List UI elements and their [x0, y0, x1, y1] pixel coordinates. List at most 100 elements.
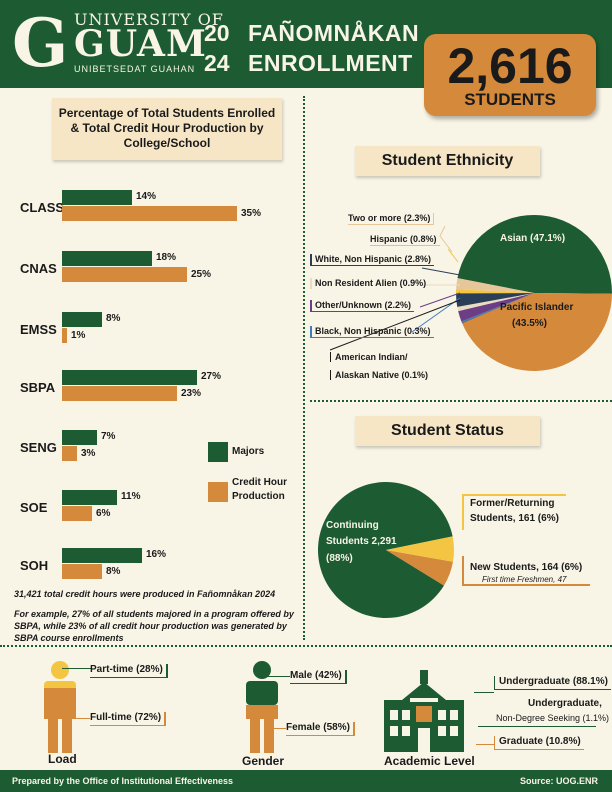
status-label-former-1: Former/Returning — [470, 498, 555, 509]
male-leader — [264, 676, 290, 677]
value-label-majors-emss: 8% — [106, 313, 121, 324]
university-logo: G — [12, 4, 69, 82]
ethnicity-title: Student Ethnicity — [355, 146, 540, 176]
leader-black — [411, 297, 461, 333]
person-gender-icon — [246, 661, 278, 753]
ethnicity-slice-0 — [457, 214, 612, 294]
graduate-label: Graduate (10.8%) — [494, 736, 584, 750]
total-students-count: 2,616 — [447, 38, 573, 94]
bar-majors-cnas — [62, 251, 152, 266]
female-leader — [264, 728, 286, 729]
value-label-majors-cnas: 18% — [156, 252, 177, 263]
undergrad-leader — [474, 692, 494, 693]
new-leader — [462, 556, 590, 586]
college-chart-title: Percentage of Total Students Enrolled & … — [52, 98, 282, 160]
value-label-credit-class: 35% — [241, 208, 262, 219]
legend-credit-swatch — [208, 482, 228, 502]
university-name-line2: GUAM — [74, 23, 207, 65]
value-label-credit-soh: 8% — [106, 566, 121, 577]
category-label-seng: SENG — [20, 440, 57, 455]
university-name-line3: UNIBETSEDAT GUAHAN — [74, 64, 196, 74]
academic-level-title: Academic Level — [384, 754, 475, 768]
category-label-class: CLASS — [20, 200, 65, 215]
value-label-majors-soh: 16% — [146, 549, 167, 560]
bar-credit-emss — [62, 328, 67, 343]
undergrad-nd-leader — [478, 726, 596, 727]
bar-credit-cnas — [62, 267, 187, 282]
eth-label-other: Other/Unknown (2.2%) — [310, 300, 415, 312]
footer-source: Source: UOG.ENR — [520, 776, 599, 786]
female-label: Female (58%) — [286, 722, 355, 736]
year-bottom: 24 — [204, 50, 230, 76]
undergrad-nd-label-1: Undergraduate, — [528, 698, 602, 709]
footer-bar — [0, 770, 612, 792]
ethnicity-slice-8 — [456, 278, 534, 293]
status-label-former-2: Students, 161 (6%) — [470, 513, 559, 524]
total-students-label: STUDENTS — [464, 90, 556, 109]
leader-other — [419, 292, 461, 308]
status-label-new-1: New Students, 164 (6%) — [470, 562, 583, 573]
right-section-divider — [310, 400, 612, 402]
footer-prepared: Prepared by the Office of Institutional … — [12, 776, 234, 786]
legend-majors-swatch — [208, 442, 228, 462]
bar-credit-seng — [62, 446, 77, 461]
eth-label-black: Black, Non Hispanic (0.3%) — [310, 326, 434, 338]
eth-label-white: White, Non Hispanic (2.8%) — [310, 254, 435, 266]
value-label-credit-cnas: 25% — [191, 269, 212, 280]
bar-majors-soh — [62, 548, 142, 563]
value-label-credit-emss: 1% — [71, 330, 86, 341]
ethnicity-slice-1 — [462, 293, 612, 371]
ethnicity-slice-5 — [457, 293, 534, 312]
bar-credit-soh — [62, 564, 102, 579]
status-label-new-2: First time Freshmen, 47 — [482, 575, 567, 584]
eth-label-amind-1: American Indian/ — [330, 352, 411, 362]
legend-majors-label: Majors — [232, 446, 265, 457]
bar-majors-soe — [62, 490, 117, 505]
value-label-majors-class: 14% — [136, 191, 157, 202]
value-label-majors-seng: 7% — [101, 431, 116, 442]
example-note: For example, 27% of all students majored… — [14, 609, 294, 643]
eth-label-asian: Asian (47.1%) — [500, 233, 566, 244]
status-label-continuing-3: (88%) — [326, 553, 353, 564]
value-label-credit-seng: 3% — [81, 448, 96, 459]
eth-label-hispanic: Hispanic (0.8%) — [370, 234, 440, 246]
status-slice-0 — [386, 550, 453, 586]
bar-credit-soe — [62, 506, 92, 521]
status-label-continuing-2: Students 2,291 — [326, 536, 397, 547]
ethnicity-slice-7 — [456, 289, 534, 294]
leader-white — [421, 267, 461, 276]
ethnicity-slice-4 — [458, 293, 534, 322]
category-label-soe: SOE — [20, 500, 48, 515]
value-label-majors-sbpa: 27% — [201, 371, 222, 382]
ethnicity-slice-2 — [461, 293, 534, 324]
category-label-emss: EMSS — [20, 322, 57, 337]
legend-credit-label: Credit Hour Production — [232, 477, 287, 502]
former-leader — [462, 494, 566, 530]
load-title: Load — [48, 752, 77, 766]
value-label-credit-sbpa: 23% — [181, 388, 202, 399]
university-name-line1: UNIVERSITY OF — [74, 10, 224, 29]
part-time-label: Part-time (28%) — [90, 664, 168, 678]
title-line1: FAÑOMNÅKAN — [248, 20, 420, 46]
bar-credit-sbpa — [62, 386, 177, 401]
status-slice-1 — [318, 482, 453, 618]
bar-majors-class — [62, 190, 132, 205]
total-students-box: 2,616 STUDENTS — [424, 34, 596, 116]
person-load-icon — [44, 661, 76, 753]
value-label-majors-soe: 11% — [121, 491, 141, 502]
male-label: Male (42%) — [290, 670, 347, 684]
status-slice-2 — [386, 536, 454, 562]
bar-credit-class — [62, 206, 237, 221]
category-label-cnas: CNAS — [20, 261, 57, 276]
value-label-credit-soe: 6% — [96, 508, 111, 519]
status-title: Student Status — [355, 416, 540, 446]
eth-label-pacific-2: (43.5%) — [512, 318, 548, 329]
category-label-soh: SOH — [20, 558, 49, 573]
credit-hours-note: 31,421 total credit hours were produced … — [14, 589, 276, 599]
school-building-icon — [384, 670, 464, 752]
undergrad-nd-label-2: Non-Degree Seeking (1.1%) — [496, 713, 610, 723]
bar-majors-sbpa — [62, 370, 197, 385]
leader-hispanic — [447, 248, 459, 263]
status-label-continuing-1: Continuing — [326, 520, 379, 531]
bottom-section-divider — [0, 645, 612, 647]
